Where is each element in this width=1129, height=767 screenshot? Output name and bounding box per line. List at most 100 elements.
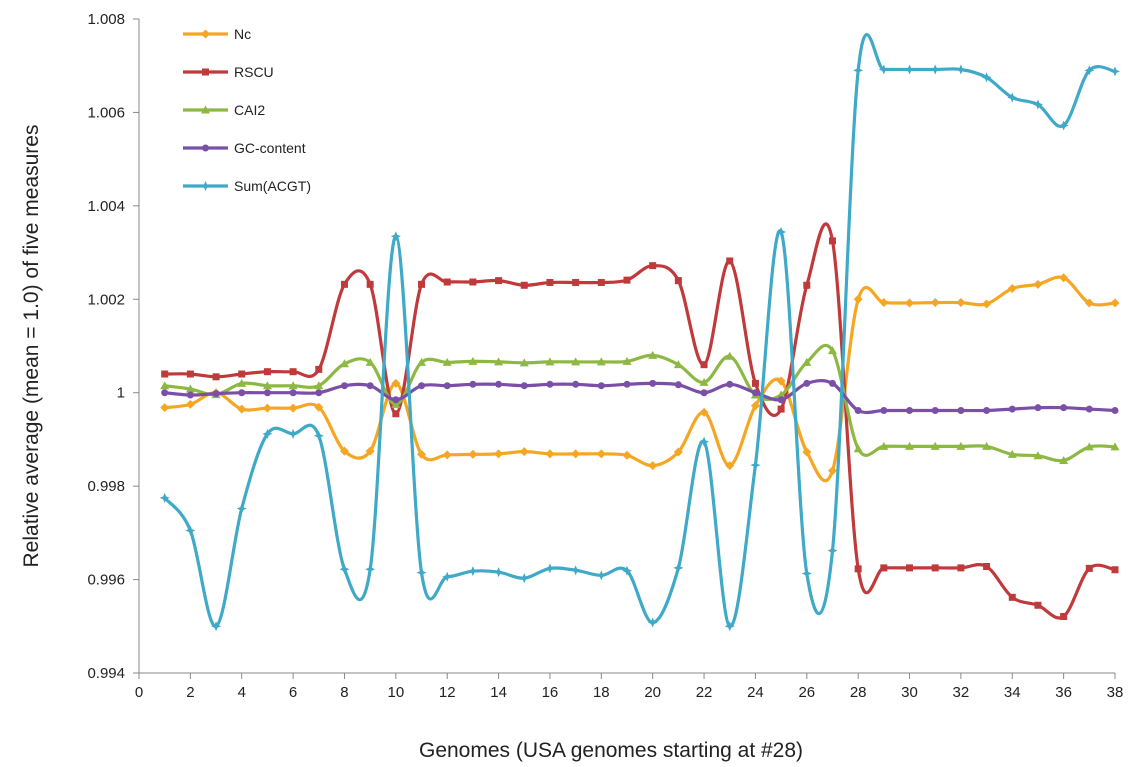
data-point-nc [1110,298,1120,308]
legend-marker [202,144,209,152]
data-point-gc-content [674,381,682,389]
data-point-cai2 [699,377,709,386]
data-point-cai2 [185,384,195,393]
legend-marker [202,68,209,76]
data-point-sum-acgt [236,503,247,514]
data-point-rscu [289,368,297,376]
data-point-cai2 [956,441,966,450]
data-point-cai2 [905,441,915,450]
data-point-gc-content [880,406,888,414]
series-line-gc-content [164,379,1116,415]
data-point-gc-content [212,390,220,398]
data-point-sum-acgt [365,564,376,575]
data-point-gc-content [443,382,451,390]
data-point-cai2 [442,357,452,366]
data-point-sum-acgt [519,573,530,584]
data-point-sum-acgt [776,227,787,238]
data-point-sum-acgt [904,64,915,75]
x-axis-title: Genomes (USA genomes starting at #28) [419,739,803,762]
data-point-cai2 [1084,442,1094,451]
legend: Nc RSCU CAI2 GC-content Sum(ACGT) [183,26,311,194]
data-point-cai2 [622,356,632,365]
data-point-gc-content [315,389,323,397]
data-point-cai2 [314,381,324,390]
x-tick-label: 16 [542,684,559,701]
data-point-rscu [931,564,939,572]
x-tick-label: 30 [901,684,918,701]
data-point-nc [494,449,504,459]
y-tick-label: 1.002 [87,291,125,308]
data-point-rscu [186,370,194,378]
x-tick-label: 8 [340,684,348,701]
data-point-cai2 [288,381,298,390]
data-point-gc-content [572,380,580,388]
x-tick-label: 28 [850,684,867,701]
x-tick-label: 34 [1004,684,1021,701]
x-tick-label: 0 [135,684,143,701]
data-point-nc [1033,279,1043,289]
data-point-cai2 [802,357,812,366]
data-point-gc-content [828,379,836,387]
data-point-gc-content [777,396,785,404]
data-point-sum-acgt [1058,120,1069,131]
data-point-rscu [1060,612,1068,620]
data-point-gc-content [161,389,169,397]
data-point-rscu [340,280,348,288]
data-point-gc-content [495,380,503,388]
data-point-rscu [623,276,631,284]
data-point-sum-acgt [493,567,504,578]
x-tick-label: 14 [490,684,507,701]
data-point-sum-acgt [853,65,864,76]
data-point-gc-content [906,406,914,414]
data-point-sum-acgt [750,460,761,471]
data-point-sum-acgt [442,571,453,582]
x-tick-label: 6 [289,684,297,701]
data-point-nc [750,401,760,411]
legend-marker [200,181,211,191]
data-point-cai2 [237,378,247,387]
data-point-gc-content [1034,404,1042,412]
data-point-sum-acgt [801,568,812,579]
data-point-rscu [443,278,451,286]
data-point-nc [314,402,324,412]
data-point-nc [802,447,812,457]
series-cai2 [160,343,1120,464]
data-point-gc-content [340,382,348,390]
data-point-cai2 [1059,455,1069,464]
data-point-nc [725,461,735,471]
data-point-rscu [803,281,811,289]
data-point-cai2 [1007,449,1017,458]
data-point-gc-content [238,389,246,397]
data-point-rscu [649,262,657,270]
data-point-gc-content [983,406,991,414]
data-point-nc [391,378,401,388]
data-point-gc-content [186,391,194,399]
data-point-nc [1084,298,1094,308]
data-point-cai2 [776,390,786,399]
data-point-nc [853,294,863,304]
data-point-nc [1007,284,1017,294]
data-point-nc [596,449,606,459]
data-point-gc-content [957,406,965,414]
data-point-gc-content [1085,405,1093,413]
data-point-sum-acgt [570,565,581,576]
data-point-cai2 [982,441,992,450]
y-axis-title: Relative average (mean = 1.0) of five me… [20,125,43,568]
data-point-rscu [1008,593,1016,601]
data-point-cai2 [262,381,272,390]
data-point-gc-content [649,379,657,387]
data-point-cai2 [468,356,478,365]
data-point-cai2 [1110,442,1120,451]
data-point-rscu [366,280,374,288]
data-point-nc [879,298,889,308]
legend-item: Nc [183,26,251,42]
legend-item: RSCU [183,64,274,80]
data-point-sum-acgt [699,436,710,447]
data-point-nc [956,298,966,308]
legend-item: CAI2 [183,102,265,118]
data-point-gc-content [854,406,862,414]
data-point-rscu [828,237,836,245]
legend-label: GC-content [234,140,306,156]
data-point-cai2 [519,358,529,367]
